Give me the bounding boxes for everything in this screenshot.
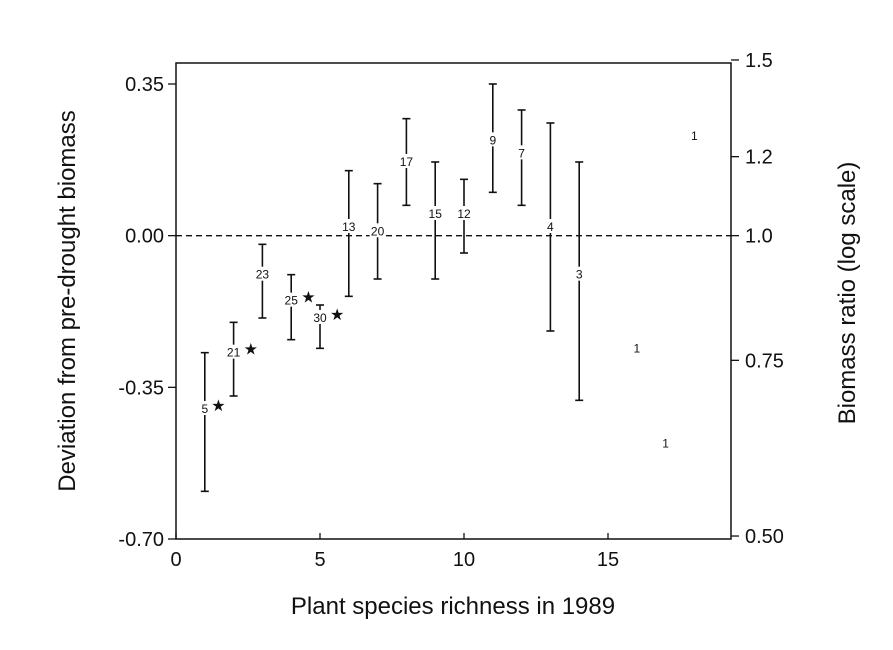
point-sample-size-label: 23 (256, 268, 270, 282)
point-label-background (340, 219, 357, 233)
y2-tick-label: 0.50 (745, 526, 784, 548)
point-label-background (427, 206, 444, 220)
y-tick-label: -0.70 (118, 529, 164, 551)
point-sample-size-label: 4 (547, 220, 554, 234)
point-sample-size-label: 17 (400, 155, 414, 169)
point-sample-size-label: 25 (285, 294, 299, 308)
point-sample-size-label: 1 (662, 437, 669, 451)
point-sample-size-label: 30 (313, 311, 327, 325)
significance-star: ★ (211, 398, 225, 415)
y2-tick-label: 1.2 (745, 147, 773, 169)
y-tick-label: 0.00 (125, 226, 164, 248)
x-tick-label: 10 (453, 549, 475, 571)
y2-tick-label: 0.75 (745, 350, 784, 372)
point-sample-size-label: 12 (457, 207, 471, 221)
point-label-background (369, 223, 386, 238)
y2-axis-title: Biomass ratio (log scale) (834, 162, 861, 425)
x-tick-label: 5 (314, 549, 325, 571)
y-axis-right: 1.5 1.2 1.0 0.75 0.50 (731, 50, 784, 548)
point-sample-size-label: 21 (227, 346, 241, 360)
point-label-background (283, 292, 300, 307)
point-sample-size-label: 13 (342, 220, 356, 234)
point-label-background (254, 266, 271, 281)
point-sample-size-label: 7 (518, 146, 525, 160)
x-axis: 0 5 10 15 (170, 533, 619, 571)
y-tick-label: -0.35 (118, 377, 164, 399)
significance-star: ★ (244, 342, 258, 359)
x-axis-title: Plant species richness in 1989 (291, 593, 615, 620)
point-label-background (574, 266, 584, 281)
point-label-background (488, 132, 498, 147)
y2-tick-label: 1.5 (745, 50, 773, 72)
x-tick-label: 15 (597, 549, 619, 571)
y2-tick-label: 1.0 (745, 226, 773, 248)
point-sample-size-label: 1 (633, 341, 640, 355)
significance-star: ★ (301, 290, 315, 307)
point-sample-size-label: 20 (371, 224, 385, 238)
point-sample-size-label: 3 (576, 268, 583, 282)
point-label-background (312, 310, 328, 324)
x-tick-label: 0 (170, 549, 181, 571)
point-label-background (398, 154, 415, 168)
plot-frame (175, 62, 732, 540)
y-tick-label: 0.35 (125, 74, 164, 96)
point-sample-size-label: 5 (201, 402, 208, 416)
y-axis-left: 0.35 0.00 -0.35 -0.70 (118, 74, 176, 551)
point-label-background (225, 344, 242, 359)
point-label-background (517, 145, 527, 160)
significance-star: ★ (330, 307, 344, 324)
point-sample-size-label: 9 (489, 133, 496, 147)
point-label-background (456, 206, 472, 220)
point-label-background (545, 219, 555, 233)
point-sample-size-label: 15 (429, 207, 443, 221)
point-sample-size-label: 1 (691, 129, 698, 143)
point-label-background (200, 401, 210, 415)
y-axis-title: Deviation from pre-drought biomass (54, 110, 81, 492)
